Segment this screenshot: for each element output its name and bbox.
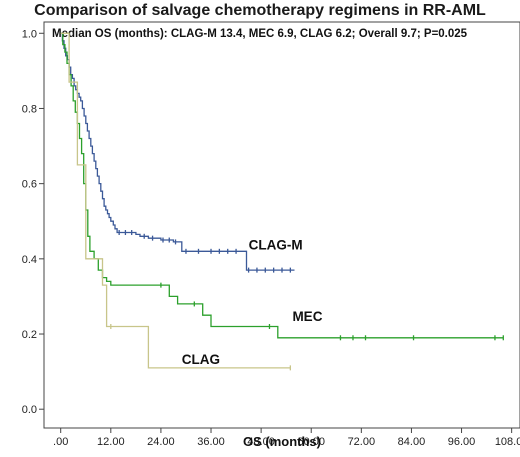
x-axis-title: OS (months): [243, 434, 321, 449]
y-tick-label: 0.0: [22, 404, 37, 416]
series-mec: [60, 32, 504, 341]
x-tick-label: .00: [53, 436, 68, 448]
survival-curve-mec: [60, 32, 504, 339]
x-tick-label: 96.00: [448, 436, 476, 448]
series-clag: [60, 32, 292, 371]
x-tick-label: 60.00: [297, 436, 325, 448]
plot-frame: [43, 21, 520, 429]
x-tick-label: 36.00: [197, 436, 225, 448]
series-clag-m: [60, 32, 295, 273]
y-tick-label: 1.0: [22, 28, 37, 40]
x-tick-label: 48.00: [247, 436, 275, 448]
y-tick-label: 0.6: [22, 179, 37, 191]
median-os-annotation: Median OS (months): CLAG-M 13.4, MEC 6.9…: [52, 28, 468, 40]
x-tick-label: 24.00: [147, 436, 175, 448]
series-label-layer: CLAG-M MEC CLAG: [182, 237, 323, 367]
x-tick-label: 12.00: [97, 436, 125, 448]
y-tick-label: 0.8: [22, 103, 37, 115]
x-tick-label: 108.00: [495, 436, 520, 448]
series-label-mec: MEC: [292, 309, 322, 324]
y-axis: 0.0 0.2 0.4 0.6 0.8 1.0: [22, 28, 44, 416]
series-label-clag-m: CLAG-M: [249, 237, 303, 252]
chart-title: Comparison of salvage chemotherapy regim…: [34, 2, 486, 19]
series-layer: [60, 32, 504, 371]
survival-curve-clag: [60, 32, 291, 369]
survival-curve-clag-m: [60, 32, 295, 271]
x-tick-label: 72.00: [348, 436, 376, 448]
x-tick-label: 84.00: [398, 436, 426, 448]
x-axis: .00 12.00 24.00 36.00 48.00 60.00 72.00 84.00 96…: [53, 428, 520, 448]
series-label-clag: CLAG: [182, 352, 220, 367]
y-tick-label: 0.2: [22, 329, 37, 341]
y-tick-label: 0.4: [22, 254, 37, 266]
